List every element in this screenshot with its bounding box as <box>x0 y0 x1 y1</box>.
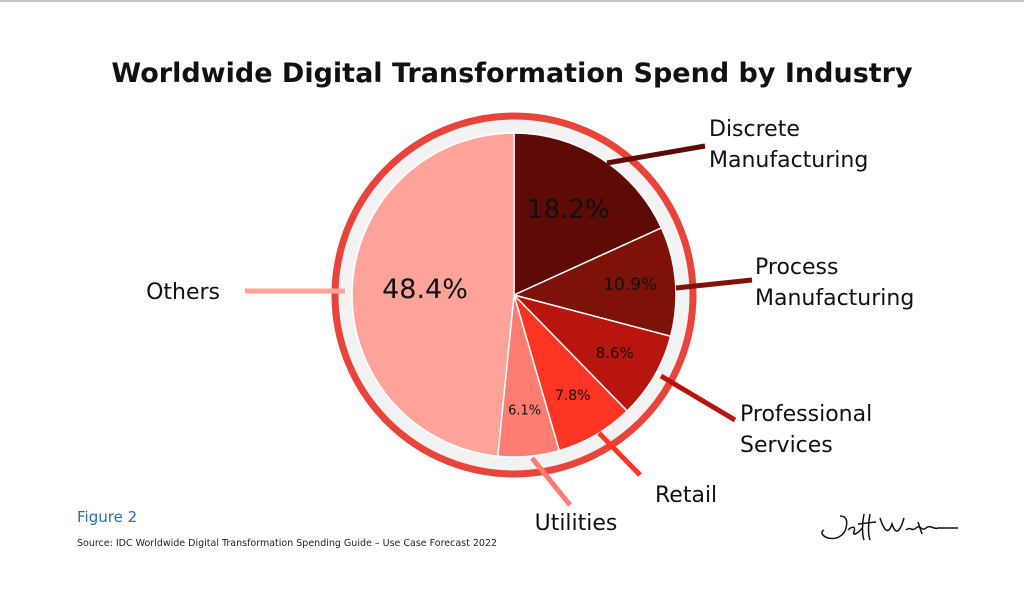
leader-line <box>597 431 642 477</box>
leader-line <box>675 277 753 291</box>
leader-line <box>530 456 572 507</box>
leader-line <box>659 373 737 423</box>
value-label: 18.2% <box>527 195 610 225</box>
figure-label: Figure 2 <box>77 508 138 526</box>
value-label: 10.9% <box>603 275 657 295</box>
source-note: Source: IDC Worldwide Digital Transforma… <box>77 538 498 549</box>
value-label: 8.6% <box>596 344 634 362</box>
category-label: Utilities <box>535 511 618 536</box>
leader-line <box>606 143 706 166</box>
pie-slice-professional-services <box>511 293 672 413</box>
category-label: Professional Services <box>740 402 872 458</box>
value-label: 7.8% <box>555 388 591 404</box>
value-label: 6.1% <box>508 404 541 419</box>
top-border <box>0 0 1024 2</box>
pie-slice-process-manufacturing <box>511 226 677 338</box>
chart-title: Worldwide Digital Transformation Spend b… <box>111 58 913 89</box>
category-labels: Discrete Manufacturing Process Manufacturin… <box>146 117 914 536</box>
pie-slices <box>351 132 677 458</box>
category-label: Process Manufacturing <box>755 255 914 311</box>
category-label: Retail <box>655 483 717 508</box>
category-label: Others <box>146 280 220 305</box>
category-label: Discrete Manufacturing <box>709 117 868 173</box>
pie-slice-discrete-manufacturing <box>513 132 663 297</box>
value-label: 48.4% <box>382 274 468 305</box>
pie-slice-others <box>351 132 515 458</box>
leader-lines <box>245 143 753 507</box>
value-labels: 18.2% 10.9% 8.6% 7.8% 6.1% 48.4% <box>382 195 657 419</box>
author-signature <box>821 513 958 541</box>
